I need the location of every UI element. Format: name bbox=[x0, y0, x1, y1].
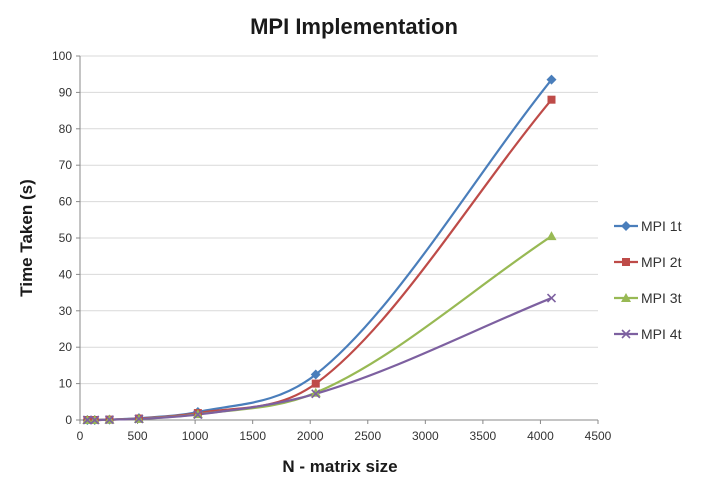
data-point-mpi-1t bbox=[546, 74, 557, 85]
data-point-mpi-4t bbox=[134, 414, 144, 424]
y-tick-label: 0 bbox=[65, 413, 72, 427]
legend: MPI 1t MPI 2t MPI 3t MPI 4t bbox=[614, 218, 682, 342]
data-point-mpi-1t bbox=[310, 369, 321, 380]
x-tick-label: 2500 bbox=[354, 429, 381, 443]
x-tick-label: 3500 bbox=[470, 429, 497, 443]
y-tick-label: 100 bbox=[52, 49, 72, 63]
data-point-mpi-4t bbox=[193, 409, 203, 420]
legend-label: MPI 4t bbox=[641, 326, 682, 342]
legend-marker bbox=[621, 329, 631, 339]
x-tick-label: 4500 bbox=[585, 429, 612, 443]
x-tick-label: 2000 bbox=[297, 429, 324, 443]
x-tick-label: 500 bbox=[128, 429, 148, 443]
x-tick-label: 0 bbox=[77, 429, 84, 443]
data-point-mpi-2t bbox=[547, 95, 556, 104]
y-axis-label: Time Taken (s) bbox=[17, 179, 36, 296]
y-tick-label: 50 bbox=[59, 231, 73, 245]
data-point-mpi-3t bbox=[310, 387, 321, 397]
data-point-mpi-4t bbox=[82, 415, 92, 425]
y-tick-labels: 0 10 20 30 40 50 60 70 80 90 100 bbox=[52, 49, 80, 427]
y-tick-label: 30 bbox=[59, 304, 73, 318]
x-tick-labels: 0 500 1000 1500 2000 2500 3000 3500 4000 4500 bbox=[77, 420, 612, 443]
data-point-mpi-2t bbox=[311, 379, 320, 388]
y-tick-label: 20 bbox=[59, 340, 73, 354]
data-point-mpi-3t bbox=[546, 231, 557, 241]
y-tick-label: 90 bbox=[59, 85, 73, 99]
grid-lines bbox=[80, 55, 598, 385]
legend-marker bbox=[621, 293, 631, 302]
y-tick-label: 10 bbox=[59, 377, 73, 391]
data-point-mpi-4t bbox=[104, 415, 115, 425]
data-point-mpi-4t bbox=[546, 293, 557, 303]
x-axis-label: N - matrix size bbox=[282, 457, 397, 476]
series-line-mpi-1t bbox=[87, 78, 553, 422]
x-tick-label: 3000 bbox=[412, 429, 439, 443]
x-tick-label: 4000 bbox=[527, 429, 554, 443]
legend-marker bbox=[622, 258, 630, 266]
chart-title: MPI Implementation bbox=[250, 14, 458, 39]
x-tick-label: 1000 bbox=[182, 429, 209, 443]
legend-label: MPI 3t bbox=[641, 290, 682, 306]
legend-label: MPI 1t bbox=[641, 218, 682, 234]
y-tick-label: 60 bbox=[59, 195, 73, 209]
y-tick-label: 40 bbox=[59, 267, 73, 281]
data-point-mpi-4t bbox=[90, 415, 100, 425]
series-lines bbox=[87, 78, 553, 422]
y-tick-label: 80 bbox=[59, 122, 73, 136]
legend-marker bbox=[621, 221, 631, 231]
y-tick-label: 70 bbox=[59, 158, 73, 172]
legend-label: MPI 2t bbox=[641, 254, 682, 270]
series-markers bbox=[82, 74, 557, 425]
data-point-mpi-4t bbox=[311, 389, 321, 399]
x-tick-label: 1500 bbox=[239, 429, 266, 443]
series-line-mpi-4t bbox=[87, 297, 552, 422]
